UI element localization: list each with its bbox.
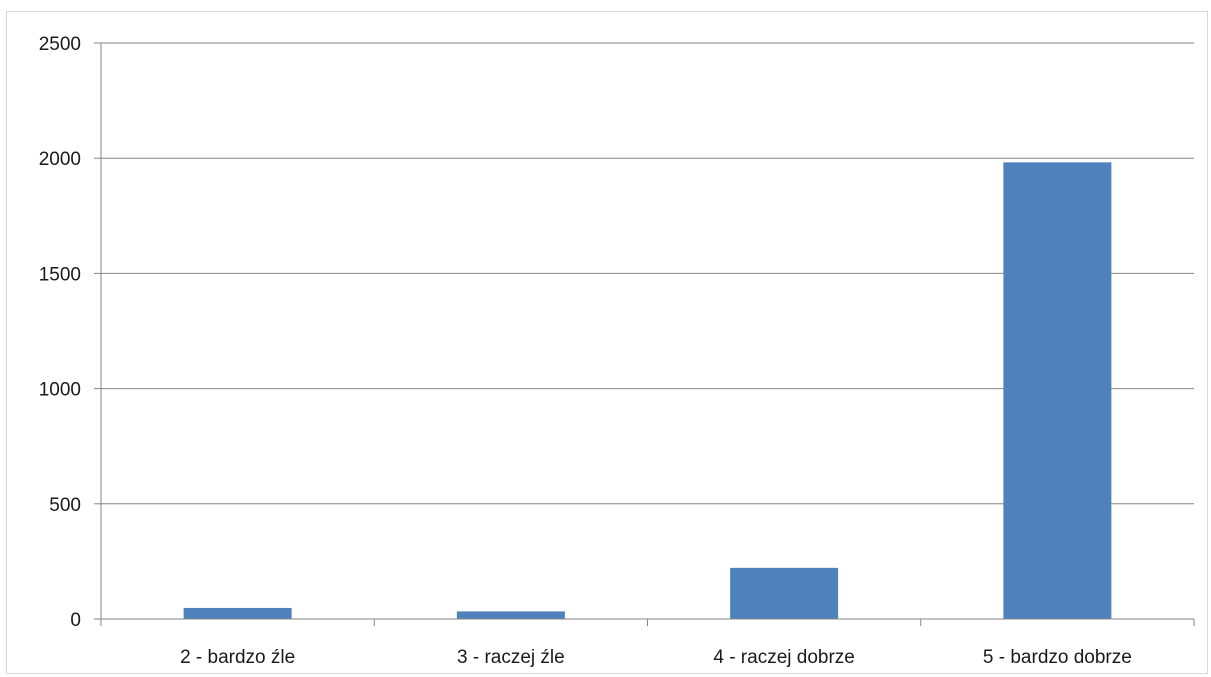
bars	[183, 162, 1112, 619]
y-tick-label: 500	[49, 495, 81, 516]
y-tick-label: 1500	[39, 264, 81, 285]
bar	[730, 567, 839, 619]
x-tick-label: 5 - bardzo dobrze	[983, 647, 1132, 668]
y-axis-tick-labels: 0 500 1000 1500 2000 2500	[39, 34, 81, 631]
x-tick-label: 3 - raczej źle	[457, 647, 565, 668]
y-tick-label: 1000	[39, 380, 81, 401]
x-axis-tick-labels: 2 - bardzo źle 3 - raczej źle 4 - raczej d…	[180, 647, 1132, 668]
y-tick-label: 2500	[39, 34, 81, 55]
y-tick-label: 2000	[39, 149, 81, 170]
x-tick-label: 2 - bardzo źle	[180, 647, 295, 668]
bar	[1003, 162, 1112, 619]
x-tick-label: 4 - raczej dobrze	[713, 647, 855, 668]
bar	[183, 607, 292, 619]
bar	[456, 611, 565, 619]
y-tick-label: 0	[70, 610, 81, 631]
axes	[94, 42, 1195, 626]
